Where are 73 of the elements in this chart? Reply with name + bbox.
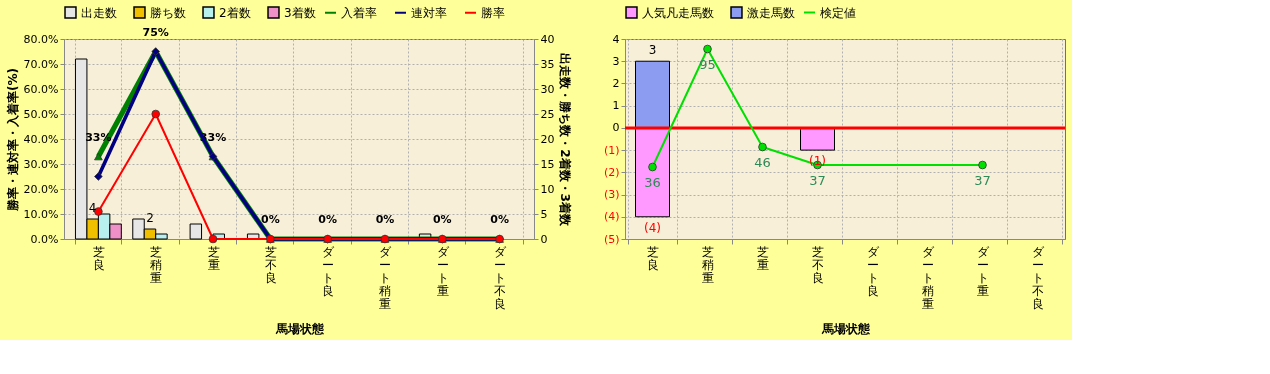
y2-tick-label: 15 <box>540 157 555 171</box>
data-label: (4) <box>644 220 661 235</box>
y-tick-label: (1) <box>603 143 620 157</box>
y-tick-label: 10.0% <box>23 207 59 221</box>
legend-label: 入着率 <box>341 5 377 20</box>
y-tick-label: 0.0% <box>30 232 59 246</box>
y-tick-label: 3 <box>612 54 620 68</box>
x-tick-label: ダート良 <box>322 244 336 298</box>
x-axis-title: 馬場状態 <box>820 321 871 336</box>
y-tick-label: 4 <box>612 32 620 46</box>
data-label: 4 <box>88 201 97 215</box>
legend-label: 検定値 <box>820 5 856 20</box>
data-label: 75% <box>142 25 169 39</box>
x-tick-label: 芝重 <box>207 244 220 272</box>
x-tick-label: ダート重 <box>977 244 990 298</box>
data-label: 0% <box>318 213 337 226</box>
y-tick-label: (3) <box>603 188 620 202</box>
data-label: 46 <box>754 155 771 170</box>
y-tick-label: 70.0% <box>23 57 59 71</box>
x-tick-label: 芝良 <box>647 244 659 272</box>
legend-label: 勝率 <box>481 5 505 20</box>
x-tick-label: 芝良 <box>92 244 105 272</box>
legend-label: 出走数 <box>81 5 117 20</box>
y-tick-label: 40.0% <box>23 132 59 146</box>
y2-tick-label: 5 <box>540 207 548 221</box>
y2-axis-title: 出走数・勝ち数・2着数・3着数 <box>558 53 573 227</box>
x-tick-label: ダート不良 <box>1032 244 1045 311</box>
legend-label: 連対率 <box>411 5 447 20</box>
data-label: 0% <box>432 213 452 226</box>
x-tick-label: ダート稍重 <box>922 244 935 311</box>
legend-label: 3着数 <box>284 5 316 20</box>
y-tick-label: 1 <box>612 99 620 113</box>
y-tick-label: (5) <box>603 232 620 246</box>
x-tick-label: ダート良 <box>867 244 880 298</box>
data-label: 95 <box>699 57 716 72</box>
x-tick-label: 芝不良 <box>264 244 277 285</box>
x-tick-label: 芝稍重 <box>702 244 714 285</box>
legend-label: 人気凡走馬数 <box>642 5 714 20</box>
data-label: 37 <box>974 173 991 188</box>
x-tick-label: ダート重 <box>436 244 450 298</box>
y-axis-title: 勝率・連対率・入着率(%) <box>5 68 20 212</box>
y2-tick-label: 0 <box>540 232 548 246</box>
y-tick-label: 80.0% <box>23 32 59 46</box>
y-tick-label: 50.0% <box>23 107 59 121</box>
data-label: 2 <box>146 211 154 225</box>
y-tick-label: 2 <box>612 76 620 90</box>
x-tick-label: ダート不良 <box>494 244 508 311</box>
data-label: 0% <box>375 213 395 226</box>
y-tick-label: (4) <box>603 210 620 224</box>
y-tick-label: 0 <box>612 121 620 135</box>
data-label: 36 <box>644 175 661 190</box>
x-tick-label: 芝重 <box>757 244 769 272</box>
y2-tick-label: 25 <box>540 107 555 121</box>
y-tick-label: 20.0% <box>23 182 59 196</box>
x-axis-title: 馬場状態 <box>274 321 325 336</box>
y2-tick-label: 40 <box>540 32 555 46</box>
y-tick-label: (2) <box>603 165 620 179</box>
legend-label: 激走馬数 <box>747 5 795 20</box>
y-tick-label: 30.0% <box>23 157 59 171</box>
x-tick-label: ダート稍重 <box>379 244 393 311</box>
data-label: 37 <box>809 173 826 188</box>
y-tick-label: 60.0% <box>23 82 59 96</box>
y2-tick-label: 30 <box>540 82 555 96</box>
y2-tick-label: 10 <box>540 182 555 196</box>
data-label: 0% <box>261 213 280 226</box>
x-tick-label: 芝不良 <box>812 244 824 285</box>
data-label: 0% <box>490 213 509 226</box>
y2-tick-label: 20 <box>540 132 555 146</box>
x-tick-label: 芝稍重 <box>150 244 163 285</box>
legend-label: 2着数 <box>219 5 251 20</box>
legend-label: 勝ち数 <box>150 5 186 20</box>
data-label: 3 <box>648 43 657 58</box>
y2-tick-label: 35 <box>540 57 555 71</box>
